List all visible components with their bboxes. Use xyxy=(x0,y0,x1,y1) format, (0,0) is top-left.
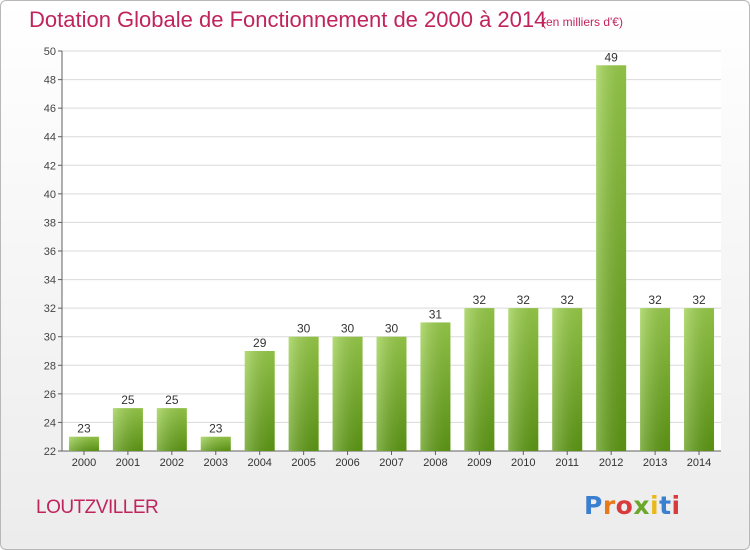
bar-shade xyxy=(112,408,143,451)
y-tick-label: 44 xyxy=(44,132,56,144)
chart-subtitle: (en milliers d'€) xyxy=(542,15,623,29)
bar-value-label: 32 xyxy=(561,293,575,307)
bar-value-label: 25 xyxy=(165,393,179,407)
bar-value-label: 32 xyxy=(517,293,531,307)
chart-title: Dotation Globale de Fonctionnement de 20… xyxy=(29,7,547,32)
bar-shade xyxy=(68,436,99,451)
x-tick-label: 2007 xyxy=(379,457,403,469)
bar-shade xyxy=(156,408,187,451)
bar-value-label: 25 xyxy=(121,393,135,407)
bar-value-label: 29 xyxy=(253,336,267,350)
y-tick-label: 28 xyxy=(44,360,56,372)
y-tick-label: 48 xyxy=(44,75,56,87)
y-tick-label: 36 xyxy=(44,246,56,258)
x-tick-label: 2001 xyxy=(116,457,140,469)
bar-value-label: 30 xyxy=(341,322,355,336)
proxiti-logo[interactable]: Proxiti xyxy=(584,491,681,520)
y-tick-label: 24 xyxy=(44,417,56,429)
bar-shade xyxy=(596,65,627,452)
y-tick-label: 22 xyxy=(44,446,56,458)
bar-value-label: 30 xyxy=(297,322,311,336)
bar-value-label: 49 xyxy=(604,50,618,64)
commune-name: LOUTZVILLER xyxy=(36,497,159,518)
bar-shade xyxy=(288,336,319,451)
bar-shade xyxy=(420,322,451,451)
bar-shade xyxy=(464,308,495,451)
bar-shade xyxy=(376,336,407,451)
x-tick-label: 2009 xyxy=(467,457,491,469)
x-tick-label: 2012 xyxy=(599,457,623,469)
x-tick-label: 2005 xyxy=(291,457,315,469)
y-tick-label: 30 xyxy=(44,332,56,344)
bar-value-label: 30 xyxy=(385,322,399,336)
y-tick-label: 34 xyxy=(44,275,56,287)
y-tick-label: 40 xyxy=(44,189,56,201)
bar-shade xyxy=(684,308,715,451)
bar-value-label: 32 xyxy=(692,293,706,307)
y-tick-label: 38 xyxy=(44,217,56,229)
x-tick-label: 2003 xyxy=(204,457,228,469)
x-tick-label: 2010 xyxy=(511,457,535,469)
bar-value-label: 23 xyxy=(77,422,91,436)
x-tick-label: 2011 xyxy=(555,457,579,469)
bar-shade xyxy=(244,351,275,451)
bar-shade xyxy=(552,308,583,451)
bar-value-label: 32 xyxy=(473,293,487,307)
bar-value-label: 31 xyxy=(429,307,443,321)
y-tick-label: 42 xyxy=(44,160,56,172)
bar-shade xyxy=(332,336,363,451)
x-tick-label: 2000 xyxy=(72,457,96,469)
y-tick-label: 26 xyxy=(44,389,56,401)
y-tick-label: 32 xyxy=(44,303,56,315)
bar-value-label: 23 xyxy=(209,422,223,436)
bar-shade xyxy=(640,308,671,451)
bar-value-label: 32 xyxy=(648,293,662,307)
bar-shade xyxy=(508,308,539,451)
x-tick-label: 2008 xyxy=(423,457,447,469)
x-tick-label: 2006 xyxy=(335,457,359,469)
y-tick-label: 46 xyxy=(44,103,56,115)
x-tick-label: 2013 xyxy=(643,457,667,469)
x-tick-label: 2004 xyxy=(247,457,271,469)
y-tick-label: 50 xyxy=(44,46,56,58)
x-tick-label: 2014 xyxy=(687,457,711,469)
x-tick-label: 2002 xyxy=(160,457,184,469)
bar-shade xyxy=(200,436,231,451)
